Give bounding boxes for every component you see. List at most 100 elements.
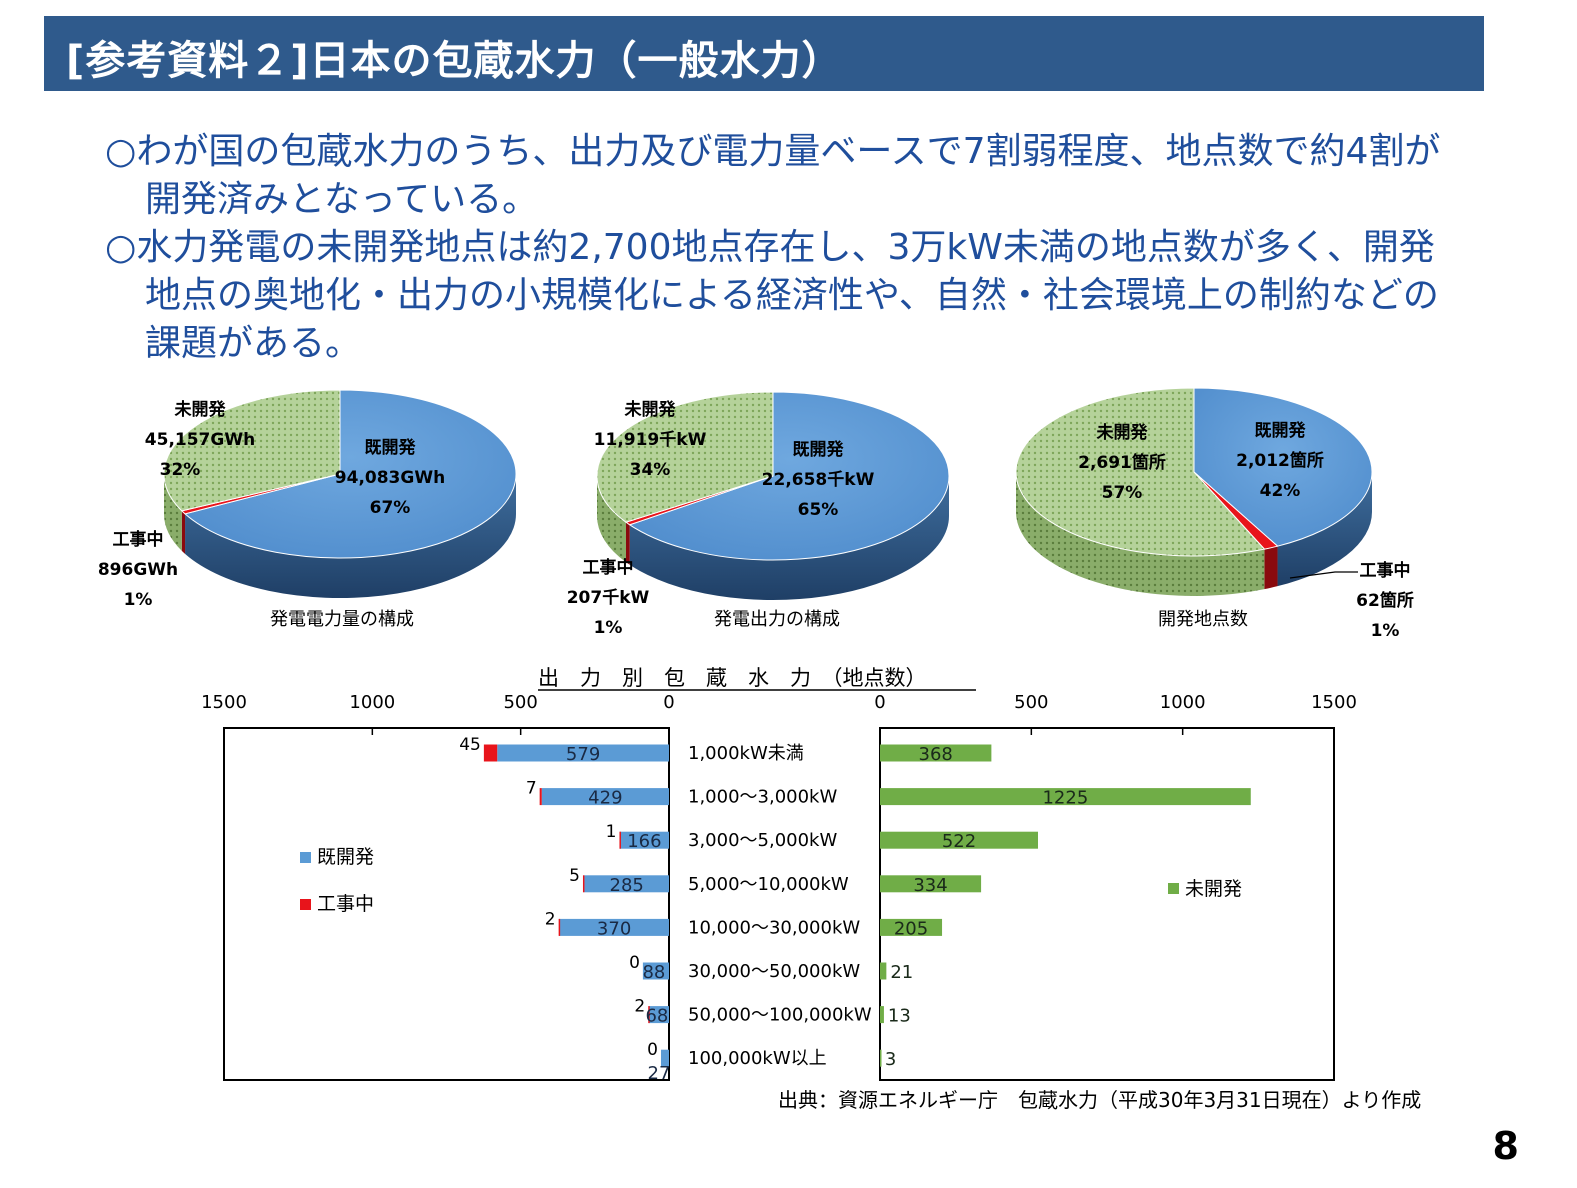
pie3-undeveloped-percent: 57%: [1101, 483, 1143, 503]
pie-output: [596, 391, 950, 600]
pie2-side-construction: [625, 522, 630, 565]
pie3-side-undeveloped: [1016, 472, 1265, 597]
pie3-construction-label: 工事中 62箇所 1%: [1340, 556, 1430, 646]
bar-developed-label: 579: [566, 744, 600, 765]
page-number: 8: [1492, 1124, 1519, 1168]
bar-developed-label: 27: [648, 1063, 671, 1084]
bar-undeveloped-label: 334: [913, 875, 947, 896]
category-label: 100,000kW以上: [688, 1048, 827, 1069]
pie3-undeveloped-value: 2,691箇所: [1078, 453, 1166, 473]
pie1-undeveloped-percent: 32%: [159, 460, 201, 480]
bar-undeveloped: [880, 875, 982, 893]
category-label: 3,000～5,000kW: [688, 830, 837, 851]
pie1-developed-label: 既開発 94,083GWh 67%: [330, 433, 450, 523]
pie2-construction-label: 工事中 207千kW 1%: [558, 553, 658, 643]
bar-construction-label: 7: [526, 779, 537, 799]
pie1-construction-name: 工事中: [112, 530, 164, 550]
pie2-developed-value: 22,658千kW: [761, 470, 875, 490]
bar-chart-title: 出 力 別 包 蔵 水 力 （地点数）: [538, 666, 927, 690]
category-label: 1,000kW未満: [688, 743, 804, 764]
pie3-construction-percent: 1%: [1370, 621, 1400, 641]
bar-undeveloped: [880, 831, 1038, 849]
bar-undeveloped: [880, 744, 992, 762]
category-label: 1,000～3,000kW: [688, 787, 837, 808]
bar-construction: [558, 918, 561, 936]
pie3-side-construction: [1264, 546, 1278, 590]
pie2-construction-value: 207千kW: [566, 588, 650, 608]
page-title: [参考資料２]日本の包蔵水力（一般水力）: [66, 38, 843, 84]
bar-developed-label: 68: [645, 1006, 668, 1027]
bar-developed: [541, 788, 669, 806]
pie1-developed-name: 既開発: [364, 438, 416, 458]
bar-developed: [660, 1049, 669, 1067]
pie1-undeveloped-value: 45,157GWh: [144, 430, 256, 450]
bar-construction-label: 45: [459, 735, 481, 755]
legend-swatch-undeveloped: [1168, 883, 1179, 894]
bar-construction-label: 1: [606, 822, 617, 842]
legend-swatch-developed: [300, 852, 311, 863]
legend-swatch-construction: [300, 899, 311, 910]
category-labels: 1,000kW未満 1,000～3,000kW 3,000～5,000kW 5,000…: [688, 743, 872, 1069]
bar-construction: [582, 875, 585, 893]
pie3-developed-name: 既開発: [1254, 421, 1306, 441]
pie3-developed-percent: 42%: [1259, 481, 1301, 501]
bar-construction: [539, 788, 542, 806]
legend-left: 既開発 工事中: [300, 846, 374, 915]
right-tick-label: 1500: [1311, 692, 1357, 713]
bar-undeveloped: [880, 918, 943, 936]
bullet-1: ○わが国の包蔵水力のうち、出力及び電力量ベースで7割弱程度、地点数で約4割が開発…: [105, 131, 1441, 220]
right-axis-ticks: 0 500 1000 1500: [874, 692, 1357, 735]
pie1-side-developed: [185, 474, 517, 598]
pie1-construction-percent: 1%: [123, 590, 153, 610]
legend-undeveloped: 未開発: [1185, 878, 1242, 900]
left-tick-label: 0: [663, 692, 674, 713]
bar-developed: [619, 831, 669, 849]
bar-developed-label: 285: [610, 875, 644, 896]
pie1-developed-value: 94,083GWh: [334, 468, 446, 488]
bar-developed-label: 88: [642, 962, 665, 983]
bar-undeveloped-label: 368: [919, 744, 953, 765]
pie1-slice-undeveloped: [163, 389, 341, 512]
bar-undeveloped: [880, 1006, 884, 1024]
pie1-construction-value: 896GWh: [97, 560, 179, 580]
pie3-caption: 開発地点数: [1158, 609, 1248, 630]
category-label: 50,000～100,000kW: [688, 1005, 872, 1026]
pie2-slice-developed: [628, 391, 950, 561]
pie2-undeveloped-label: 未開発 11,919千kW 34%: [590, 395, 710, 485]
pie1-undeveloped-name: 未開発: [174, 400, 226, 420]
pie2-construction-percent: 1%: [593, 618, 623, 638]
pie2-undeveloped-percent: 34%: [629, 460, 671, 480]
bar-developed: [559, 918, 669, 936]
pie3-slice-undeveloped: [1015, 387, 1266, 557]
left-plot-area: [223, 727, 670, 1081]
pie3-undeveloped-label: 未開発 2,691箇所 57%: [1062, 418, 1182, 508]
bar-undeveloped-label: 21: [890, 962, 913, 983]
bar-construction-label: 0: [647, 1040, 658, 1060]
pie2-side-undeveloped: [597, 476, 626, 563]
pie1-slice-developed: [184, 389, 517, 559]
bar-developed: [584, 875, 669, 893]
legend-right: 未開発: [1168, 878, 1242, 900]
bar-undeveloped-label: 13: [888, 1006, 911, 1027]
bar-undeveloped: [880, 1049, 882, 1067]
left-tick-label: 1000: [349, 692, 395, 713]
pie3-construction-value: 62箇所: [1356, 591, 1414, 611]
pie-energy: [163, 389, 517, 598]
pie1-side-construction: [181, 510, 186, 554]
pie2-undeveloped-value: 11,919千kW: [593, 430, 707, 450]
bar-developed: [497, 744, 669, 762]
bullet-list: ○わが国の包蔵水力のうち、出力及び電力量ベースで7割弱程度、地点数で約4割が開発…: [105, 128, 1465, 368]
pie-sites: [1015, 387, 1373, 597]
bar-undeveloped-label: 205: [894, 918, 928, 939]
bar-construction: [619, 831, 621, 849]
right-tick-label: 1000: [1160, 692, 1206, 713]
pie2-side-developed: [629, 476, 949, 600]
source-note: 出典：資源エネルギー庁 包蔵水力（平成30年3月31日現在）より作成: [778, 1088, 1422, 1112]
right-plot-area: [879, 727, 1335, 1081]
bullet-2: ○水力発電の未開発地点は約2,700地点存在し、3万kW未満の地点数が多く、開発…: [105, 227, 1439, 364]
pie2-developed-label: 既開発 22,658千kW 65%: [758, 435, 878, 525]
pie2-caption: 発電出力の構成: [714, 609, 840, 630]
pie2-construction-name: 工事中: [582, 558, 634, 578]
bar-developed-label: 429: [588, 788, 622, 809]
pie3-construction-name: 工事中: [1359, 561, 1411, 581]
